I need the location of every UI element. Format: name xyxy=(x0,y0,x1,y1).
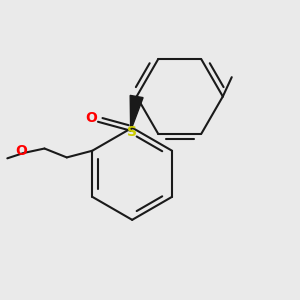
Text: O: O xyxy=(85,111,98,125)
Text: S: S xyxy=(127,125,137,139)
Polygon shape xyxy=(130,95,143,131)
Text: O: O xyxy=(15,144,27,158)
